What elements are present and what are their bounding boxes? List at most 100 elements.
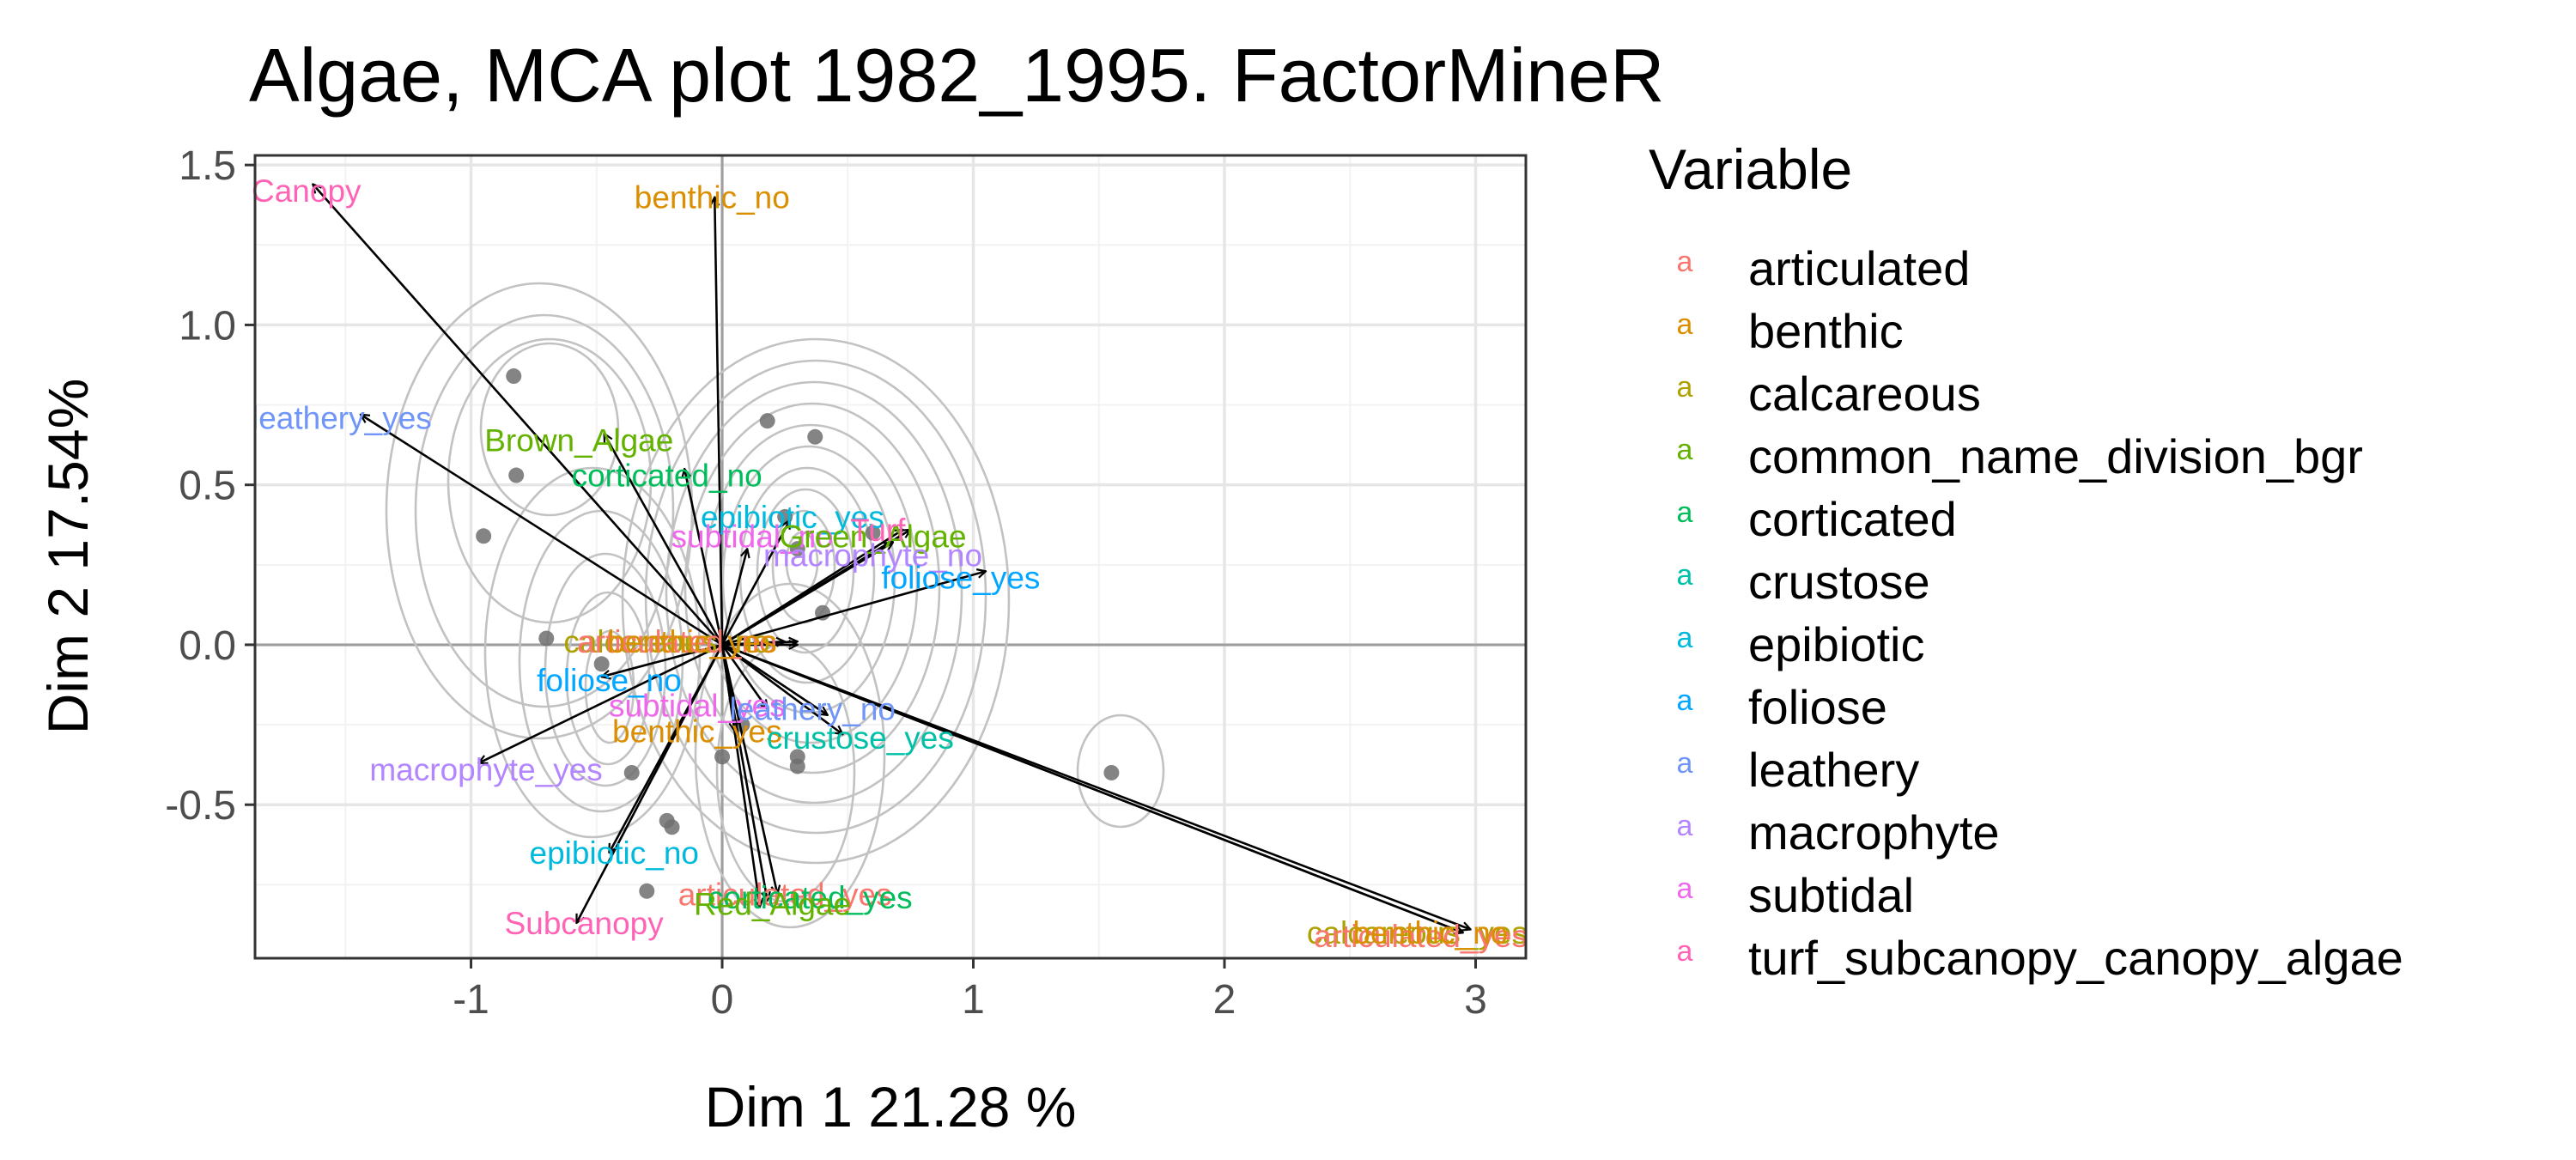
density-contour: [756, 488, 855, 654]
density-contour: [518, 509, 684, 813]
legend-label: benthic: [1748, 304, 1904, 358]
legend-key: a: [1677, 872, 1693, 905]
variable-label: articulated_yes: [1314, 919, 1528, 954]
y-tick-label: 1.5: [179, 143, 236, 189]
variable-label: macrophyte_yes: [369, 752, 602, 787]
legend-key: a: [1677, 747, 1693, 780]
variable-arrow: [721, 571, 986, 647]
density-contour: [565, 591, 651, 766]
legend-label: epibiotic: [1748, 617, 1924, 671]
variable-arrow: [478, 643, 723, 763]
individual-point: [623, 764, 640, 780]
variable-label: Subcanopy: [505, 906, 665, 941]
variable-label: subtidal_no: [671, 519, 833, 554]
density-contour: [483, 466, 702, 839]
legend-key: a: [1677, 622, 1693, 654]
legend-label: calcareous: [1748, 367, 1981, 421]
legend: Variable a articulated a benthic a calcareous…: [1649, 137, 2403, 985]
legend-label: crustose: [1748, 555, 1930, 609]
variable-arrow: [575, 644, 724, 923]
legend-label: macrophyte: [1748, 805, 2000, 859]
y-axis-title: Dim 2 17.54%: [36, 379, 100, 735]
individual-point: [664, 819, 680, 835]
variable-label: foliose_no: [537, 663, 682, 698]
variable-arrow: [720, 644, 768, 709]
variable-label: calcareous_yes: [1307, 915, 1528, 950]
legend-title: Variable: [1649, 137, 1852, 201]
x-tick-label: 1: [962, 977, 985, 1023]
panel-border: [253, 154, 1528, 960]
variable-label: benthic_no: [635, 179, 790, 215]
legend-key: a: [1677, 308, 1693, 341]
density-contour: [665, 380, 963, 805]
x-tick-label: 0: [711, 977, 734, 1023]
legend-key: a: [1677, 246, 1693, 278]
variable-label: corticated_no: [572, 459, 762, 494]
plot-panel: [255, 155, 1526, 958]
variable-label: Green_Algae: [780, 519, 967, 554]
variable-label: corticated_yes: [708, 880, 913, 915]
density-contour: [621, 337, 1011, 865]
x-tick-label: 3: [1464, 977, 1487, 1023]
legend-key: a: [1677, 935, 1693, 968]
variable-label: articulated_no: [577, 624, 776, 659]
variable-arrow: [720, 644, 777, 895]
legend-key: a: [1677, 684, 1693, 717]
density-contour: [721, 445, 896, 714]
chart-title: Algae, MCA plot 1982_1995. FactorMineR: [249, 33, 1665, 118]
individual-point: [789, 758, 805, 774]
variable-arrow: [720, 549, 747, 646]
variable-arrows: [313, 185, 1470, 933]
x-axis-title: Dim 1 21.28 %: [705, 1075, 1077, 1139]
individual-point: [759, 413, 775, 429]
variable-arrow: [720, 520, 790, 646]
density-contour: [702, 423, 919, 744]
variable-labels: Canopy benthic_no leathery_yes Brown_Algaec…: [252, 173, 1528, 954]
density-contour: [414, 313, 675, 708]
variable-arrow: [720, 644, 760, 907]
variable-label: Turf: [850, 513, 906, 548]
legend-key: a: [1677, 371, 1693, 404]
variable-label: Red_Algae: [694, 887, 851, 922]
legend-label: turf_subcanopy_canopy_algae: [1748, 931, 2403, 985]
variable-label: Brown_Algae: [484, 423, 673, 459]
legend-label: subtidal: [1748, 868, 1914, 922]
individual-point: [639, 883, 655, 899]
legend-key: a: [1677, 559, 1693, 592]
variable-label: leathery_yes: [252, 400, 432, 435]
variable-arrow: [714, 197, 724, 645]
variable-arrow: [361, 415, 723, 647]
variable-arrow: [720, 644, 768, 901]
individual-point: [714, 749, 731, 765]
individual-point: [506, 368, 522, 385]
y-tick-label: 1.0: [179, 303, 236, 349]
individual-point: [508, 467, 525, 483]
density-contour: [694, 582, 886, 929]
variable-label: Canopy: [252, 173, 361, 209]
legend-label: common_name_division_bgr: [1748, 429, 2363, 483]
legend-label: corticated: [1748, 492, 1957, 546]
variable-label: articulated_yes: [678, 877, 892, 912]
variable-arrow: [721, 643, 842, 734]
density-contour: [785, 531, 819, 594]
x-axis-ticks: -1 0 1 2 3: [453, 958, 1487, 1023]
variable-arrow: [721, 543, 893, 647]
legend-label: leathery: [1748, 743, 1919, 797]
variable-arrow: [605, 434, 724, 646]
variable-label: leathery_no: [730, 691, 896, 726]
legend-key: a: [1677, 810, 1693, 842]
individual-point: [476, 528, 492, 544]
density-contour: [1076, 714, 1165, 829]
y-axis-ticks: -0.5 0.0 0.5 1.0 1.5: [165, 143, 255, 829]
individual-point: [538, 630, 555, 647]
legend-label: articulated: [1748, 241, 1970, 295]
individual-point: [865, 525, 881, 541]
variable-label: benthic_yes: [612, 714, 781, 750]
variable-label: crustose_yes: [767, 720, 954, 756]
variable-label: foliose_yes: [881, 561, 1040, 596]
density-contours: [385, 282, 1165, 929]
x-tick-label: 2: [1213, 977, 1236, 1023]
individual-point: [807, 428, 823, 445]
y-tick-label: -0.5: [165, 783, 236, 829]
